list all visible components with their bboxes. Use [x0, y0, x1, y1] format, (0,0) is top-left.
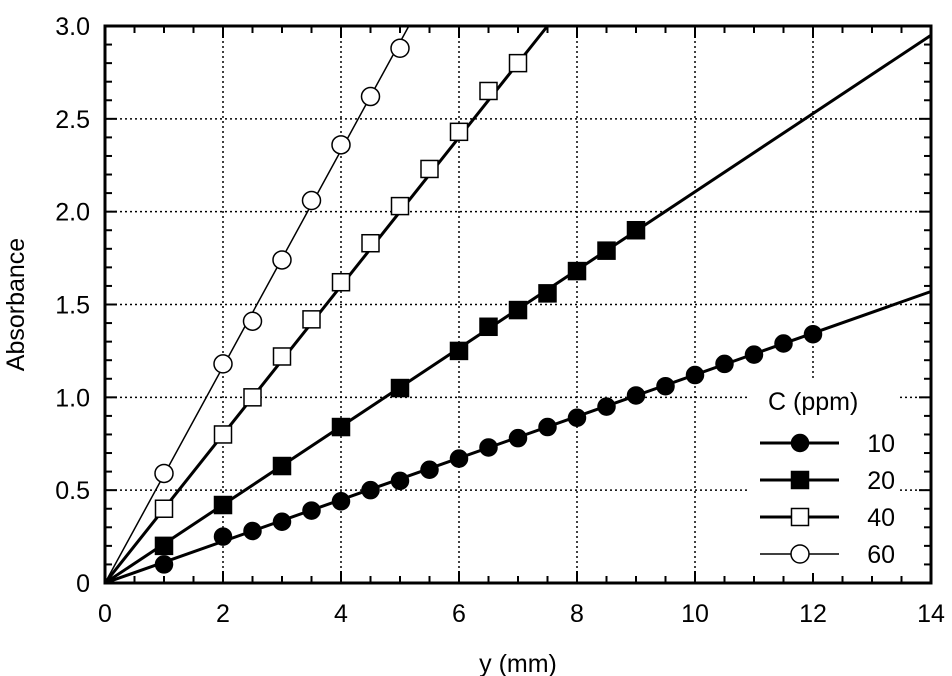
filled-square-marker — [597, 241, 616, 260]
filled-circle-marker — [154, 555, 174, 574]
open-circle-marker — [790, 544, 810, 564]
filled-circle-marker — [774, 334, 793, 353]
open-circle-marker — [360, 86, 381, 107]
x-tick-label: 10 — [681, 600, 709, 628]
y-axis-title: Absorbance — [2, 238, 30, 371]
x-tick-label: 12 — [799, 600, 827, 628]
open-square-marker — [213, 425, 233, 444]
y-tick-label: 1.0 — [55, 384, 90, 412]
filled-circle-marker — [213, 527, 233, 546]
filled-circle-marker — [790, 433, 810, 453]
x-tick-label: 6 — [452, 600, 466, 628]
plot-frame — [103, 24, 933, 585]
filled-circle-marker — [744, 345, 764, 364]
filled-square-marker — [331, 417, 351, 437]
series-10-ppm — [104, 290, 932, 585]
filled-square-marker — [567, 261, 587, 281]
open-circle-marker — [390, 38, 410, 59]
open-square-marker — [390, 196, 410, 216]
filled-circle-marker — [538, 417, 557, 437]
legend-item-20: 20 — [760, 467, 895, 495]
open-square-marker — [361, 233, 380, 253]
legend-label: 60 — [867, 541, 895, 569]
x-tick-label: 8 — [570, 600, 584, 628]
open-circle-marker — [242, 311, 263, 331]
filled-circle-marker — [597, 397, 616, 416]
open-square-marker — [154, 499, 174, 518]
fit-line — [104, 25, 410, 584]
open-square-marker — [479, 81, 498, 101]
y-tick-label: 3.0 — [55, 13, 90, 41]
open-square-marker — [302, 310, 321, 329]
legend-label: 10 — [867, 430, 895, 458]
legend-item-40: 40 — [760, 504, 895, 532]
series-40-ppm — [103, 25, 549, 584]
y-tick-label: 1.5 — [55, 292, 90, 320]
filled-circle-marker — [390, 471, 410, 491]
filled-square-marker — [479, 317, 498, 337]
filled-circle-marker — [479, 438, 498, 457]
open-square-marker — [508, 53, 528, 73]
filled-square-marker — [213, 495, 233, 515]
filled-circle-marker — [656, 376, 675, 396]
filled-circle-marker — [685, 365, 705, 385]
open-square-marker — [449, 122, 469, 142]
filled-square-marker — [154, 536, 174, 556]
filled-circle-marker — [272, 512, 292, 531]
open-square-marker — [790, 507, 810, 527]
y-tick-label: 0 — [76, 570, 90, 598]
filled-square-marker — [390, 378, 410, 398]
open-circle-marker — [213, 354, 233, 374]
legend-label: 40 — [867, 504, 895, 532]
filled-circle-marker — [508, 428, 528, 448]
x-tick-label: 14 — [917, 600, 945, 628]
open-square-marker — [420, 159, 439, 179]
filled-circle-marker — [302, 501, 321, 520]
filled-circle-marker — [361, 480, 380, 500]
filled-circle-marker — [331, 492, 351, 511]
filled-circle-marker — [567, 408, 587, 428]
filled-square-marker — [626, 220, 646, 240]
y-tick-label: 2.0 — [55, 199, 90, 227]
y-tick-label: 2.5 — [55, 106, 90, 134]
legend: C (ppm) 10 20 40 60 — [748, 378, 898, 573]
y-tick-label: 0.5 — [55, 477, 90, 505]
x-tick-label: 0 — [98, 600, 112, 628]
filled-circle-marker — [803, 324, 823, 344]
filled-circle-marker — [626, 386, 646, 405]
series-60-ppm — [104, 25, 410, 584]
data-series — [103, 25, 932, 585]
filled-circle-marker — [715, 354, 734, 374]
open-square-marker — [331, 272, 351, 292]
filled-square-marker — [790, 470, 810, 490]
open-square-marker — [243, 388, 262, 407]
legend-item-10: 10 — [760, 430, 895, 458]
fit-line — [103, 25, 549, 584]
open-square-marker — [272, 347, 292, 366]
open-circle-marker — [301, 190, 322, 211]
tick-labels: 0 2 4 6 8 10 12 14 0 0.5 1.0 1.5 2.0 2.5 3.0 — [55, 13, 945, 628]
x-tick-label: 2 — [216, 600, 230, 628]
x-axis-title: y (mm) — [479, 650, 557, 676]
open-circle-marker — [272, 250, 292, 270]
filled-circle-marker — [449, 449, 469, 468]
legend-title: C (ppm) — [768, 388, 858, 416]
filled-square-marker — [508, 300, 528, 320]
legend-item-60: 60 — [760, 541, 895, 569]
filled-circle-marker — [420, 460, 439, 479]
legend-label: 20 — [867, 467, 895, 495]
filled-square-marker — [449, 341, 469, 361]
open-circle-marker — [154, 463, 174, 484]
series-20-ppm — [104, 34, 932, 585]
legend-background — [748, 378, 898, 573]
open-circle-marker — [331, 135, 351, 155]
filled-square-marker — [272, 456, 292, 476]
filled-square-marker — [538, 284, 557, 303]
filled-circle-marker — [243, 521, 262, 541]
x-tick-label: 4 — [334, 600, 348, 628]
